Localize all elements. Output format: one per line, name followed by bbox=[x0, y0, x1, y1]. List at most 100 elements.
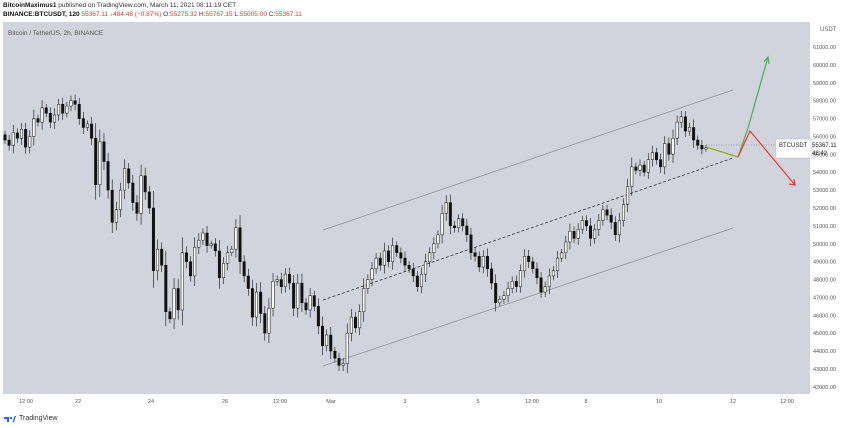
candle-body bbox=[176, 288, 180, 311]
x-axis[interactable]: 12:00 22 24 26 12:00 Mar 3 5 12:00 8 10 12 12:00 bbox=[19, 399, 794, 405]
candle-body bbox=[556, 257, 560, 271]
candle-body bbox=[358, 311, 362, 329]
candle-body bbox=[432, 243, 436, 253]
author-name[interactable]: BitcoinMaximus1 bbox=[3, 2, 57, 9]
candle-body bbox=[473, 252, 477, 257]
candle-body bbox=[304, 302, 308, 311]
candlestick-series bbox=[3, 94, 708, 374]
y-tick-label: 51000.00 bbox=[813, 224, 836, 230]
candle-body bbox=[349, 316, 353, 334]
x-tick-label: Mar bbox=[326, 399, 336, 405]
y-tick-label: 57000.00 bbox=[813, 117, 836, 123]
candle-body bbox=[292, 282, 296, 309]
candle-body bbox=[160, 248, 164, 266]
candle-body bbox=[576, 229, 580, 239]
candle-body bbox=[601, 209, 605, 221]
candle-body bbox=[156, 248, 160, 271]
candle-body bbox=[395, 245, 399, 253]
bearish-forecast-line bbox=[737, 129, 796, 186]
candle-body bbox=[387, 250, 390, 262]
candle-body bbox=[407, 264, 411, 270]
candle-body bbox=[296, 282, 300, 309]
y-tick-label: 54000.00 bbox=[813, 170, 836, 176]
candle-body bbox=[419, 273, 423, 287]
candle-body bbox=[424, 261, 428, 275]
candle-body bbox=[94, 138, 98, 185]
candle-body bbox=[510, 281, 514, 289]
candle-body bbox=[535, 268, 539, 278]
forecast-base-line bbox=[705, 146, 739, 158]
x-tick-label: 22 bbox=[75, 399, 81, 405]
candle-body bbox=[242, 261, 246, 277]
candle-body bbox=[374, 257, 378, 270]
candle-body bbox=[209, 243, 213, 246]
candle-body bbox=[213, 243, 217, 252]
brand-name: TradingView bbox=[19, 414, 58, 422]
candle-body bbox=[151, 207, 155, 271]
candle-body bbox=[663, 143, 667, 168]
last-price-marker: BTCUSDT 55367.11 48:42 bbox=[706, 138, 837, 159]
candle-body bbox=[234, 227, 238, 250]
candle-body bbox=[696, 139, 700, 146]
candle-body bbox=[440, 213, 444, 236]
candle-body bbox=[403, 257, 407, 266]
candle-body bbox=[609, 214, 613, 223]
tradingview-brand[interactable]: TradingView bbox=[4, 414, 58, 422]
candle-body bbox=[700, 145, 704, 150]
footer: TradingView bbox=[0, 410, 850, 428]
candle-body bbox=[193, 247, 197, 277]
candle-body bbox=[230, 248, 234, 253]
candle-body bbox=[597, 220, 601, 230]
price-tag-countdown: 48:42 bbox=[812, 151, 828, 157]
y-tick-label: 49000.00 bbox=[813, 260, 836, 266]
y-axis[interactable]: 42000.00 43000.00 44000.00 45000.00 46000.00… bbox=[813, 45, 836, 391]
candle-body bbox=[205, 232, 209, 246]
candle-body bbox=[531, 261, 535, 270]
candle-body bbox=[110, 189, 114, 223]
x-tick-label: 26 bbox=[222, 399, 228, 405]
candle-body bbox=[622, 204, 626, 221]
candle-body bbox=[259, 291, 263, 314]
candle-body bbox=[655, 152, 659, 160]
candle-body bbox=[465, 225, 469, 236]
candle-body bbox=[461, 218, 465, 227]
candle-body bbox=[255, 291, 259, 318]
candle-body bbox=[366, 279, 370, 289]
y-tick-label: 47000.00 bbox=[813, 295, 836, 301]
low-label: L: bbox=[234, 11, 240, 18]
candle-body bbox=[646, 159, 650, 173]
candle-body bbox=[568, 231, 572, 243]
y-tick-label: 44000.00 bbox=[813, 349, 836, 355]
candle-body bbox=[345, 332, 349, 364]
price-tag-box bbox=[775, 138, 813, 159]
y-tick-label: 60000.00 bbox=[813, 63, 836, 69]
candle-body bbox=[589, 225, 593, 239]
candle-body bbox=[498, 298, 502, 304]
candle-body bbox=[485, 256, 489, 270]
candle-body bbox=[238, 227, 242, 262]
candle-body bbox=[325, 334, 329, 346]
candle-body bbox=[452, 225, 456, 228]
candle-body bbox=[638, 164, 642, 171]
y-tick-label: 55000.00 bbox=[813, 152, 836, 158]
candle-body bbox=[457, 218, 461, 228]
candle-body bbox=[688, 127, 691, 132]
candle-body bbox=[20, 129, 23, 139]
open-value: 55275.32 bbox=[170, 11, 198, 18]
candle-body bbox=[523, 256, 527, 271]
x-tick-label: 24 bbox=[148, 399, 154, 405]
candle-body bbox=[362, 288, 366, 312]
candle-body bbox=[370, 268, 374, 280]
candle-body bbox=[560, 252, 564, 259]
bearish-arrow-head bbox=[788, 178, 796, 186]
candle-body bbox=[102, 141, 106, 162]
candle-body bbox=[114, 209, 118, 223]
candle-body bbox=[580, 220, 584, 230]
y-tick-label: 48000.00 bbox=[813, 278, 836, 284]
candle-body bbox=[518, 270, 522, 287]
candle-body bbox=[444, 202, 448, 214]
candle-body bbox=[189, 261, 193, 277]
candle-body bbox=[378, 257, 382, 266]
candle-body bbox=[131, 182, 135, 203]
